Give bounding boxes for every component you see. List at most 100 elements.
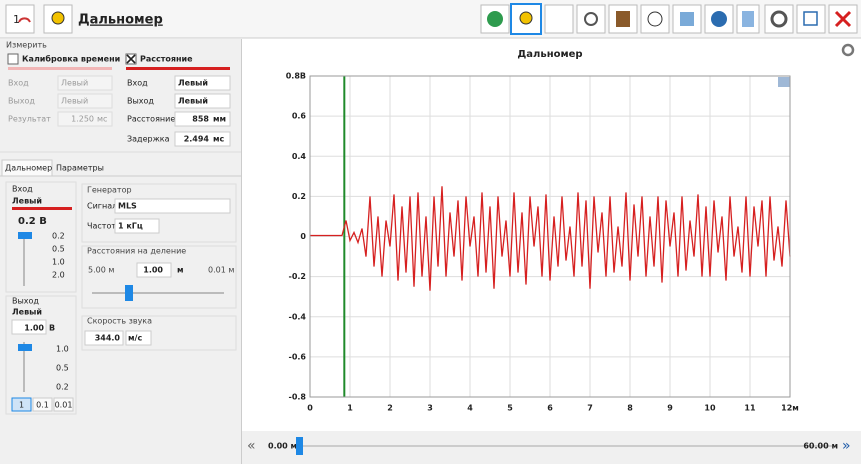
- x-tick-label: 6: [547, 404, 553, 413]
- scroll-handle[interactable]: [296, 437, 303, 455]
- measure-title: Измерить: [6, 41, 47, 50]
- group-title: Скорость звука: [87, 317, 152, 326]
- scale-label: 0.2: [52, 232, 65, 241]
- value-box: [174, 111, 231, 127]
- step-label: 0.1: [36, 401, 49, 410]
- combo-value: Левый: [61, 97, 88, 106]
- combo-box[interactable]: [174, 93, 231, 109]
- scale-label: 2.0: [52, 271, 65, 280]
- step-button[interactable]: [32, 397, 53, 412]
- combo-box[interactable]: [125, 330, 152, 346]
- step-button[interactable]: [53, 397, 74, 412]
- generator-group: [81, 183, 237, 243]
- x-tick-label: 3: [427, 404, 433, 413]
- group-title: Генератор: [87, 186, 132, 195]
- combo-box[interactable]: [174, 75, 231, 91]
- sound-group: [81, 315, 237, 351]
- field-label: Вход: [8, 79, 29, 88]
- combo-value: Левый: [61, 79, 88, 88]
- slider-handle[interactable]: [18, 232, 32, 239]
- level-unit: В: [49, 324, 55, 333]
- value-box: [57, 111, 113, 127]
- combo-box[interactable]: [57, 75, 113, 91]
- range-min: 5.00 м: [88, 266, 114, 275]
- field-label: Выход: [127, 97, 154, 106]
- value-box: [174, 131, 231, 147]
- y-tick-label: -0.8: [289, 393, 307, 402]
- field-label: Результат: [8, 115, 51, 124]
- unit: м: [177, 266, 184, 275]
- group-title: Вход: [12, 185, 33, 194]
- step-label: 1: [19, 401, 24, 410]
- slider-handle[interactable]: [18, 344, 32, 351]
- level: 0.2 В: [18, 216, 47, 227]
- y-tick-label: 0.6: [292, 112, 307, 121]
- combo-value: 1 кГц: [118, 222, 143, 231]
- scroll-start: 0.00 м: [268, 442, 297, 451]
- range-max: 0.01 м: [208, 266, 234, 275]
- field-label: Сигнал: [87, 202, 117, 211]
- combo-box[interactable]: [136, 262, 172, 278]
- page-title: Дальномер: [78, 13, 163, 28]
- edit-button[interactable]: [796, 4, 826, 34]
- x-tick-label: 12м: [781, 404, 799, 413]
- x-tick-label: 8: [627, 404, 633, 413]
- x-tick-label: 11: [744, 404, 756, 413]
- input-group: [5, 181, 77, 293]
- distance-label: Расстояние: [140, 55, 193, 64]
- tool-button[interactable]: [510, 3, 542, 35]
- slider-handle[interactable]: [125, 285, 133, 301]
- x-tick-label: 0: [307, 404, 313, 413]
- scale-label: 0.5: [56, 364, 69, 373]
- field-value: 1.250: [71, 115, 94, 124]
- x-tick-label: 7: [587, 404, 593, 413]
- step-label: 0.01: [55, 401, 73, 410]
- group-title: Выход: [12, 297, 39, 306]
- scale-label: 0.2: [56, 383, 69, 392]
- combo-box[interactable]: [114, 218, 160, 234]
- app-icon-text: 1: [13, 13, 20, 26]
- signal-line: [310, 186, 791, 291]
- combo-value: MLS: [118, 202, 137, 211]
- combo-box[interactable]: [114, 198, 231, 214]
- y-tick-label: 0.8В: [286, 72, 306, 81]
- combo-box[interactable]: [57, 93, 113, 109]
- scroll-right[interactable]: »: [842, 438, 851, 454]
- tab-label[interactable]: Параметры: [56, 164, 104, 173]
- division-group: [81, 245, 237, 309]
- chart-title: Дальномер: [517, 49, 582, 60]
- tool-button[interactable]: [480, 4, 510, 34]
- tool-button[interactable]: [544, 4, 574, 34]
- field-label: Расстояние: [127, 115, 175, 124]
- field-unit: мм: [213, 115, 226, 124]
- channel: Левый: [12, 308, 42, 317]
- scale-label: 1.0: [56, 345, 69, 354]
- scroll-bar: [242, 431, 861, 464]
- y-tick-label: 0.4: [292, 152, 307, 161]
- tab-label: Дальномер: [5, 164, 52, 173]
- field-label: Вход: [127, 79, 148, 88]
- tool-button[interactable]: [640, 4, 670, 34]
- level: 1.00: [24, 324, 44, 333]
- combo-value: 1.00: [143, 266, 163, 275]
- scale-label: 1.0: [52, 258, 65, 267]
- calibration-checkbox[interactable]: [7, 53, 19, 65]
- channel: Левый: [12, 197, 42, 206]
- value-box[interactable]: [84, 330, 124, 346]
- calibration-label: Калибровка времени: [22, 54, 120, 64]
- field-label: Выход: [8, 97, 35, 106]
- settings-button[interactable]: [764, 4, 794, 34]
- x-tick-label: 1: [347, 404, 353, 413]
- plot-frame: [309, 75, 791, 398]
- x-tick-label: 4: [467, 404, 473, 413]
- combo-value: Левый: [178, 97, 208, 106]
- left-panel: [0, 39, 241, 464]
- y-tick-label: 0: [300, 232, 306, 241]
- x-tick-label: 10: [704, 404, 716, 413]
- scroll-left[interactable]: «: [247, 438, 256, 454]
- step-button[interactable]: [11, 397, 32, 412]
- tool-button[interactable]: [576, 4, 606, 34]
- group-title: Расстояния на деление: [87, 247, 186, 256]
- close-button[interactable]: [828, 4, 858, 34]
